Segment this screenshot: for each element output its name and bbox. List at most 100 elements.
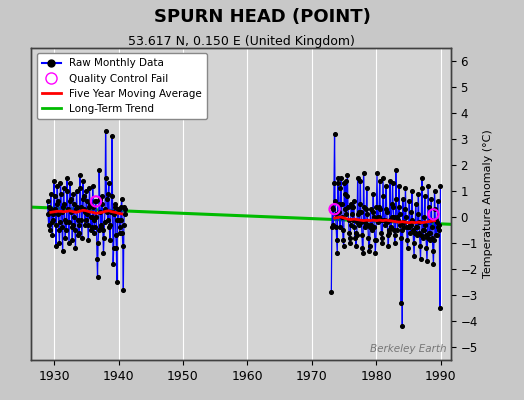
Point bbox=[422, 245, 431, 251]
Point bbox=[103, 196, 111, 202]
Point bbox=[68, 237, 77, 244]
Point bbox=[376, 178, 384, 184]
Point bbox=[368, 224, 376, 230]
Point bbox=[45, 203, 53, 210]
Point bbox=[74, 222, 83, 228]
Point bbox=[343, 172, 352, 178]
Point bbox=[86, 214, 95, 220]
Point bbox=[382, 182, 390, 189]
Point bbox=[401, 206, 409, 212]
Point bbox=[97, 193, 106, 199]
Point bbox=[429, 261, 438, 267]
Point bbox=[413, 211, 422, 218]
Point bbox=[380, 222, 389, 228]
Point bbox=[113, 279, 121, 285]
Point bbox=[376, 206, 385, 212]
Point bbox=[78, 196, 86, 202]
Point bbox=[369, 214, 378, 220]
Point bbox=[336, 185, 345, 192]
Point bbox=[96, 209, 104, 215]
Point bbox=[365, 248, 373, 254]
Point bbox=[89, 182, 97, 189]
Point bbox=[330, 180, 338, 186]
Point bbox=[50, 178, 58, 184]
Point bbox=[330, 206, 339, 212]
Point bbox=[374, 219, 383, 225]
Point bbox=[410, 229, 419, 236]
Point bbox=[108, 209, 117, 215]
Point bbox=[398, 323, 407, 330]
Point bbox=[58, 248, 67, 254]
Point bbox=[408, 188, 416, 194]
Point bbox=[386, 216, 395, 223]
Point bbox=[52, 242, 60, 249]
Point bbox=[391, 232, 399, 238]
Point bbox=[84, 222, 92, 228]
Point bbox=[363, 211, 372, 218]
Point bbox=[79, 193, 88, 199]
Point bbox=[344, 216, 353, 223]
Point bbox=[351, 234, 359, 241]
Point bbox=[414, 219, 423, 225]
Point bbox=[394, 216, 402, 223]
Point bbox=[43, 198, 52, 205]
Point bbox=[93, 255, 101, 262]
Point bbox=[384, 242, 392, 249]
Point bbox=[393, 227, 401, 233]
Point bbox=[121, 206, 129, 212]
Point bbox=[359, 170, 368, 176]
Point bbox=[412, 232, 421, 238]
Point bbox=[400, 219, 409, 225]
Point bbox=[70, 214, 79, 220]
Point bbox=[428, 224, 436, 230]
Point bbox=[433, 219, 441, 225]
Point bbox=[54, 227, 63, 233]
Point bbox=[388, 201, 396, 207]
Point bbox=[425, 229, 433, 236]
Point bbox=[337, 175, 345, 181]
Point bbox=[429, 211, 438, 218]
Point bbox=[395, 203, 403, 210]
Point bbox=[73, 216, 82, 223]
Point bbox=[114, 206, 122, 212]
Point bbox=[81, 222, 89, 228]
Point bbox=[333, 250, 342, 257]
Point bbox=[377, 229, 386, 236]
Point bbox=[95, 167, 103, 174]
Point bbox=[73, 203, 81, 210]
Point bbox=[416, 229, 424, 236]
Point bbox=[69, 222, 77, 228]
Point bbox=[119, 222, 128, 228]
Point bbox=[86, 201, 94, 207]
Point bbox=[50, 193, 59, 199]
Point bbox=[339, 237, 347, 244]
Point bbox=[410, 253, 418, 259]
Point bbox=[405, 198, 413, 205]
Point bbox=[389, 203, 397, 210]
Point bbox=[48, 232, 57, 238]
Point bbox=[106, 222, 115, 228]
Point bbox=[396, 222, 405, 228]
Point bbox=[434, 224, 442, 230]
Point bbox=[392, 196, 400, 202]
Point bbox=[85, 185, 94, 192]
Point bbox=[402, 224, 411, 230]
Point bbox=[417, 232, 425, 238]
Point bbox=[62, 219, 70, 225]
Point bbox=[385, 227, 394, 233]
Point bbox=[112, 245, 121, 251]
Point bbox=[121, 211, 129, 218]
Point bbox=[65, 240, 73, 246]
Point bbox=[115, 229, 124, 236]
Point bbox=[391, 167, 400, 174]
Point bbox=[93, 274, 102, 280]
Point bbox=[118, 242, 127, 249]
Point bbox=[386, 178, 394, 184]
Point bbox=[421, 222, 430, 228]
Point bbox=[72, 206, 80, 212]
Point bbox=[114, 206, 123, 212]
Point bbox=[119, 286, 127, 293]
Point bbox=[339, 227, 347, 233]
Point bbox=[424, 182, 432, 189]
Point bbox=[100, 234, 108, 241]
